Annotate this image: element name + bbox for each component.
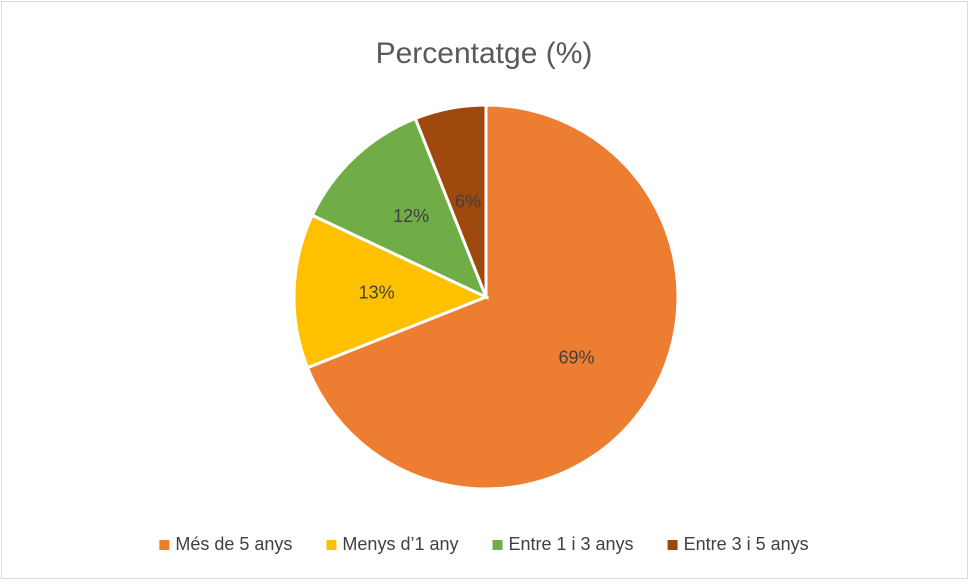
data-label: 69% — [559, 347, 595, 367]
legend-swatch — [159, 540, 170, 550]
pie: 69% 13% 12% 6% — [292, 103, 680, 491]
pie-slice — [413, 103, 488, 298]
pie-slice — [310, 116, 489, 300]
legend-label: Entre 3 i 5 anys — [684, 534, 809, 554]
legend: Més de 5 anys Menys d’1 any Entre 1 i 3 an… — [159, 534, 809, 554]
legend-swatch — [667, 540, 678, 550]
pie-slice — [305, 103, 680, 491]
data-label: 12% — [393, 206, 429, 226]
legend-swatch — [492, 540, 503, 550]
pie-slice — [292, 213, 490, 370]
chart-title: Percentatge (%) — [376, 37, 593, 70]
data-label: 6% — [455, 191, 481, 211]
data-label: 13% — [359, 282, 395, 302]
legend-label: Més de 5 anys — [175, 534, 292, 554]
legend-label: Entre 1 i 3 anys — [508, 534, 633, 554]
legend-label: Menys d’1 any — [342, 534, 458, 554]
legend-swatch — [326, 540, 337, 550]
